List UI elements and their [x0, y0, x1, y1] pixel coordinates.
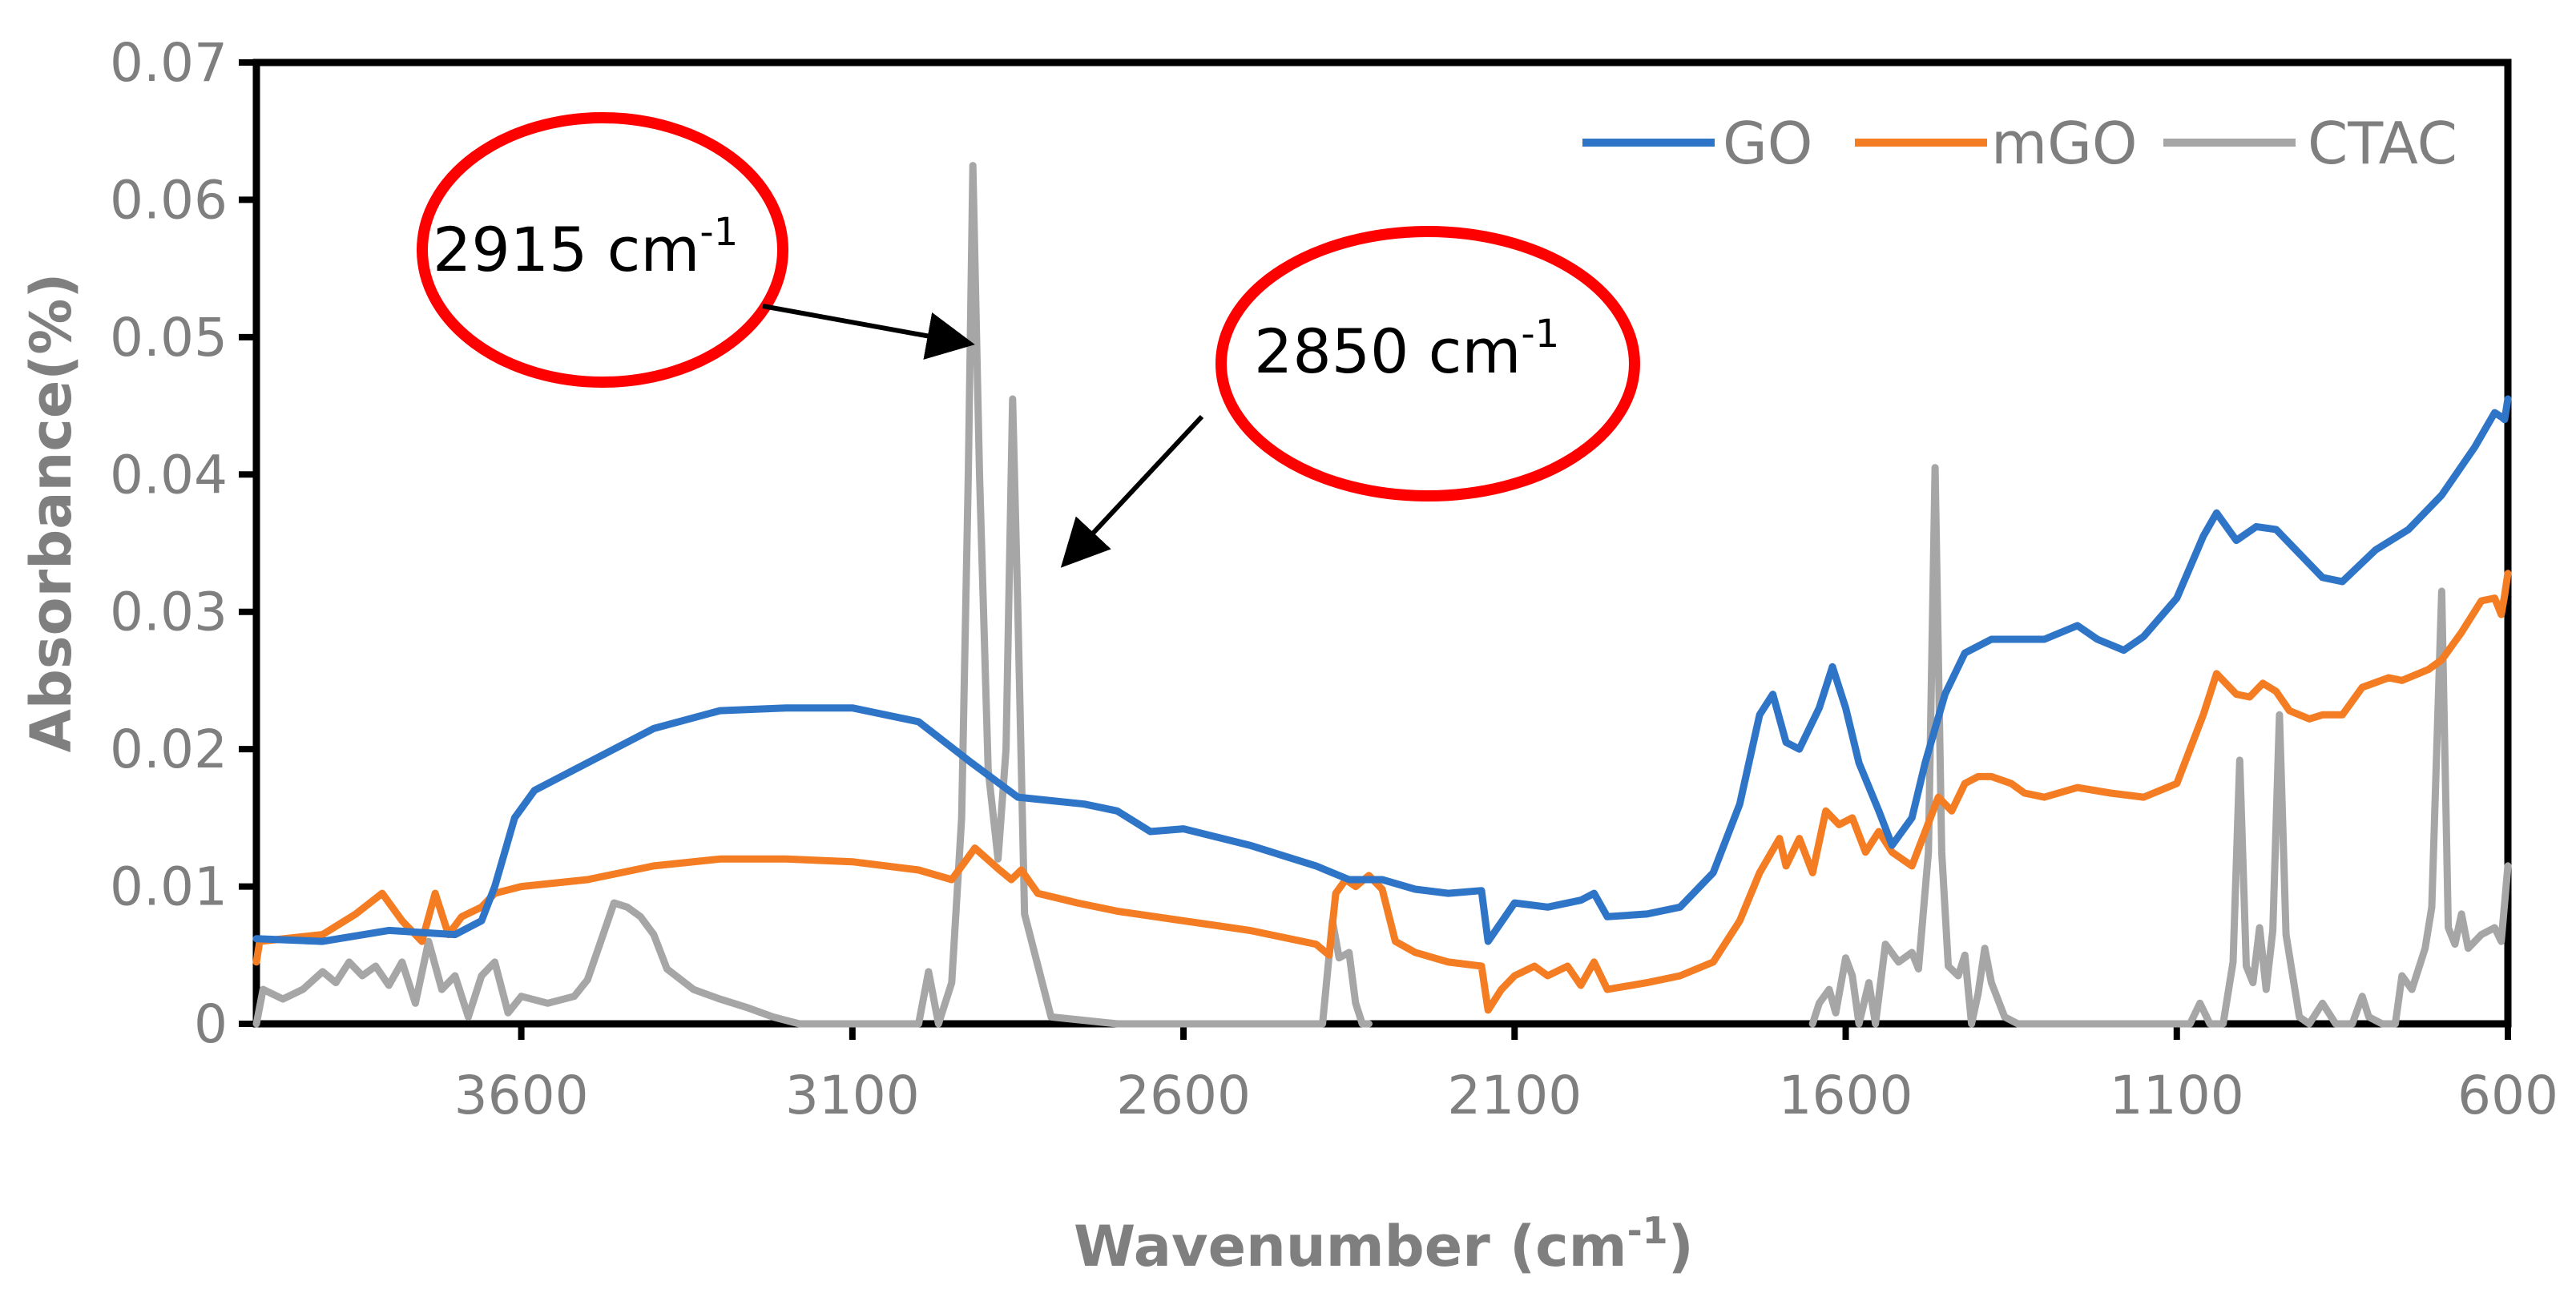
annotation-arrow-2850 [1060, 414, 1204, 568]
legend-label-go: GO [1723, 110, 1812, 177]
annotation-2915: 2915 cm-1 [417, 112, 975, 388]
x-axis-title-close: ) [1668, 1214, 1694, 1279]
x-axis-title-main: Wavenumber (cm [1074, 1214, 1627, 1279]
annotation-ellipse-2850 [1215, 226, 1640, 501]
legend-label-ctac: CTAC [2308, 110, 2457, 177]
x-tick-label: 2600 [1116, 1065, 1251, 1126]
x-tick-label: 1100 [2110, 1065, 2244, 1126]
y-axis: 0 0.01 0.02 0.03 0.04 0.05 0.06 0.07 [110, 32, 256, 1055]
y-tick-label: 0.06 [110, 169, 228, 231]
series-line-mgo [252, 570, 2512, 1014]
x-tick-label: 3100 [785, 1065, 920, 1126]
x-tick-label: 3600 [454, 1065, 589, 1126]
annotation-ellipse-2915 [417, 112, 788, 388]
y-axis-title: Absorbance(%) [18, 273, 84, 753]
annotation-label-2850: 2850 cm-1 [1254, 312, 1559, 387]
y-tick-label: 0 [194, 993, 228, 1055]
y-tick-label: 0.03 [110, 582, 228, 643]
legend-label-mgo: mGO [1991, 110, 2138, 177]
y-tick-label: 0.07 [110, 32, 228, 94]
annotation-2850: 2850 cm-1 [1060, 226, 1640, 568]
series-line-ctac [252, 162, 1373, 1028]
legend: GO mGO CTAC [1582, 110, 2457, 177]
y-tick-label: 0.05 [110, 307, 228, 369]
x-tick-label: 1600 [1779, 1065, 1913, 1126]
annotation-label-2915: 2915 cm-1 [433, 210, 738, 285]
series-layer [252, 162, 2512, 1028]
x-tick-label: 600 [2457, 1065, 2558, 1126]
series-line-ctac-fingerprint [1808, 464, 2512, 1028]
y-tick-label: 0.04 [110, 444, 228, 506]
plot-frame [252, 58, 2512, 1028]
y-tick-label: 0.02 [110, 719, 228, 780]
x-axis-title: Wavenumber (cm-1) [1074, 1209, 1694, 1279]
series-line-go [252, 395, 2512, 945]
x-tick-label: 2100 [1447, 1065, 1582, 1126]
y-tick-label: 0.01 [110, 856, 228, 918]
annotation-arrow-2915 [762, 304, 975, 360]
x-axis: 3600 3100 2600 2100 1600 1100 600 [454, 1024, 2558, 1126]
x-axis-title-sup: -1 [1627, 1209, 1668, 1252]
